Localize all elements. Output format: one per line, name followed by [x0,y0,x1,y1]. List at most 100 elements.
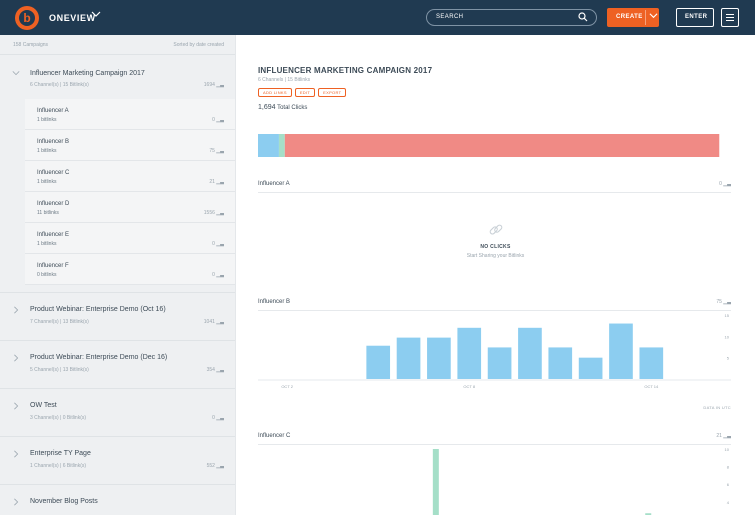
influencer-clicks: 0 ▁▃ [212,272,224,278]
search-icon[interactable] [578,12,588,24]
campaign-title[interactable]: Influencer Marketing Campaign 2017 [30,70,145,77]
y-tick-label: 8 [727,465,730,470]
clicks-by-influencer-stacked-bar [258,134,720,157]
chevron-down-icon[interactable] [91,9,101,22]
campaign-title[interactable]: OW Test [30,402,57,409]
create-chevron-down-icon[interactable] [649,11,658,22]
stacked-bar-segment [284,134,720,157]
campaign-item[interactable]: OW Test 3 Channel(s) | 0 Bitlink(s) 0 ▁▃ [0,389,235,437]
campaign-item[interactable]: Product Webinar: Enterprise Demo (Dec 16… [0,341,235,389]
chevron-right-icon[interactable] [12,498,20,508]
campaign-item[interactable]: Enterprise TY Page 1 Channel(s) | 6 Bitl… [0,437,235,485]
influencer-c-clicks: 21 ▁▃ [716,433,731,439]
sidebar-header: 158 Campaigns Sorted by date created [0,35,235,55]
influencer-name: Influencer B [37,139,70,145]
campaign-meta: 6 Channel(s) | 15 Bitlink(s) [30,82,89,88]
y-tick-label: 10 [725,334,730,339]
chevron-down-icon[interactable] [12,69,20,79]
campaign-detail-subtitle: 6 Channels | 15 Bitlinks [258,77,311,83]
campaign-item[interactable]: Product Webinar: Enterprise Demo (Oct 16… [0,293,235,341]
campaign-meta: 1 Channel(s) | 6 Bitlink(s) [30,463,87,469]
chevron-right-icon[interactable] [12,354,20,364]
influencer-name: Influencer C [37,170,70,176]
campaign-title[interactable]: November Blog Posts [30,498,98,505]
y-tick-label: 6 [727,482,730,487]
influencer-item[interactable]: Influencer E 1 bitlinks 0 ▁▃ [25,223,235,254]
influencer-b-header: Influencer B 75 ▁▃ [258,299,731,311]
influencer-b-name: Influencer B [258,299,291,305]
influencer-item[interactable]: Influencer F 0 bitlinks 0 ▁▃ [25,254,235,285]
enter-label: ENTER [685,14,708,20]
link-icon [236,221,755,242]
influencer-links: 11 bitlinks [37,210,59,216]
influencer-item[interactable]: Influencer A 1 bitlinks 0 ▁▃ [25,99,235,130]
campaign-title[interactable]: Product Webinar: Enterprise Demo (Dec 16… [30,354,168,361]
bar [427,337,451,379]
sort-label[interactable]: Sorted by date created [173,42,224,48]
bitly-logo-icon[interactable]: b [15,6,39,30]
influencer-links: 1 bitlinks [37,179,57,185]
app-switcher-label[interactable]: ONEVIEW [49,13,96,23]
hamburger-menu-icon[interactable] [721,8,739,27]
campaign-title[interactable]: Product Webinar: Enterprise Demo (Oct 16… [30,306,166,313]
influencer-item[interactable]: Influencer D 11 bitlinks 1556 ▁▃ [25,192,235,223]
campaign-title[interactable]: Enterprise TY Page [30,450,91,457]
campaign-detail-panel: INFLUENCER MARKETING CAMPAIGN 2017 6 Cha… [236,35,755,515]
influencer-name: Influencer F [37,263,69,269]
chevron-right-icon[interactable] [12,402,20,412]
no-clicks-subtitle: Start Sharing your Bitlinks [466,253,525,259]
campaign-meta: 3 Channel(s) | 0 Bitlink(s) [30,415,87,421]
influencer-links: 1 bitlinks [37,117,57,123]
y-tick-label: 10 [725,447,730,452]
add-links-button[interactable]: ADD LINKS [258,88,292,97]
influencer-name: Influencer A [37,108,69,114]
search-placeholder: SEARCH [436,14,464,20]
search-input[interactable]: SEARCH [426,9,597,26]
campaign-actions: ADD LINKS EDIT EXPORT [258,88,349,106]
influencer-item[interactable]: Influencer B 1 bitlinks 75 ▁▃ [25,130,235,161]
campaign-count: 158 Campaigns [13,42,49,48]
y-tick-label: 5 [727,356,730,361]
chevron-right-icon[interactable] [12,306,20,316]
influencer-a-name: Influencer A [258,181,290,187]
y-tick-label: 15 [725,313,730,318]
enter-button[interactable]: ENTER [676,8,714,27]
bar [432,449,439,515]
top-navbar: b ONEVIEW SEARCH CREATE ENTER [0,0,755,35]
influencer-c-name: Influencer C [258,433,291,439]
utc-note: DATA IN UTC [703,405,731,410]
x-tick-label: OCT 8 [463,384,475,389]
campaign-clicks: 0 ▁▃ [212,415,224,421]
influencer-clicks: 1556 ▁▃ [203,210,224,216]
edit-button[interactable]: EDIT [294,88,316,97]
influencer-c-header: Influencer C 21 ▁▃ [258,433,731,445]
bar [487,347,512,379]
no-clicks-title: NO CLICKS [480,244,511,250]
bar [548,347,573,379]
influencer-a-clicks: 0 ▁▃ [719,181,731,187]
influencer-b-clicks-chart: 5 10 15 OCT 2 OCT 8 OCT 14 [258,313,731,389]
campaign-clicks: 354 ▁▃ [206,367,224,373]
stacked-bar-segment [278,134,285,157]
campaign-item[interactable]: Influencer Marketing Campaign 2017 6 Cha… [0,55,235,293]
total-clicks: 1,694 Total Clicks [258,104,307,111]
campaign-detail-title: INFLUENCER MARKETING CAMPAIGN 2017 [258,66,433,75]
bar [366,345,391,379]
campaign-clicks: 552 ▁▃ [206,463,224,469]
campaign-sidebar: 158 Campaigns Sorted by date created Inf… [0,35,236,515]
influencer-clicks: 0 ▁▃ [212,241,224,247]
create-divider [645,10,646,25]
chevron-right-icon[interactable] [12,450,20,460]
bar [396,337,421,379]
influencer-links: 0 bitlinks [37,272,57,278]
campaign-clicks: 1694 ▁▃ [203,82,224,88]
bar [578,357,603,379]
x-tick-label: OCT 2 [281,384,293,389]
influencer-item[interactable]: Influencer C 1 bitlinks 21 ▁▃ [25,161,235,192]
create-button[interactable]: CREATE [607,8,659,27]
influencer-name: Influencer E [37,232,70,238]
create-label: CREATE [616,14,643,20]
export-button[interactable]: EXPORT [318,88,347,97]
influencer-clicks: 0 ▁▃ [212,117,224,123]
campaign-item[interactable]: November Blog Posts [0,485,235,515]
